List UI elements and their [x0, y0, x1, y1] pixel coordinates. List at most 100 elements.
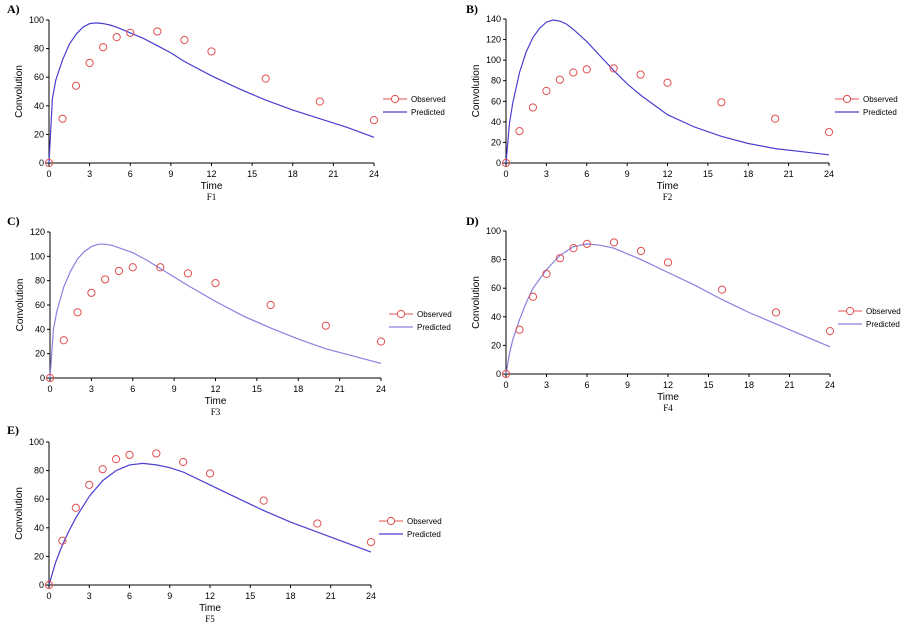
panel-caption: F2 [663, 192, 673, 202]
x-tick-label: 9 [625, 169, 630, 179]
observed-point [528, 103, 538, 112]
panel-letter: B) [466, 2, 478, 16]
x-tick-label: 12 [210, 384, 220, 394]
y-tick-label: 20 [491, 137, 501, 147]
observed-point [515, 127, 524, 136]
legend-observed-label: Observed [417, 310, 452, 319]
observed-point [112, 33, 121, 42]
x-tick-label: 15 [245, 591, 255, 601]
observed-point [528, 292, 538, 301]
observed-point [125, 450, 134, 459]
x-tick-label: 12 [206, 169, 216, 179]
legend: Observed Predicted [383, 94, 446, 117]
observed-point [315, 97, 324, 106]
y-tick-label: 20 [34, 551, 44, 561]
y-tick-label: 20 [35, 349, 45, 359]
x-tick-label: 21 [328, 169, 338, 179]
observed-point [45, 373, 55, 383]
panel-letter: D) [466, 214, 479, 228]
observed-point [259, 496, 268, 505]
observed-point [501, 369, 511, 379]
x-axis-label: Time [199, 603, 221, 614]
x-tick-label: 21 [784, 380, 794, 390]
observed-point [114, 266, 124, 276]
x-tick-label: 9 [625, 380, 630, 390]
chart-panel-4: D) 0 20 40 60 80 100 0 3 6 9 12 15 18 21 24 Time Convolut… [466, 214, 901, 413]
legend-observed-marker [842, 94, 852, 104]
y-tick-label: 60 [491, 96, 501, 106]
legend: Observed Predicted [389, 309, 452, 332]
legend: Observed Predicted [835, 94, 898, 117]
panel-letter: C) [7, 214, 20, 228]
y-axis-label: Convolution [471, 65, 482, 118]
observed-point [555, 75, 564, 84]
y-tick-label: 100 [486, 226, 501, 236]
observed-point [609, 238, 619, 247]
panel-caption: F1 [207, 192, 217, 202]
x-tick-label: 18 [285, 591, 295, 601]
x-tick-label: 18 [743, 169, 753, 179]
y-tick-label: 100 [30, 251, 45, 261]
observed-point [71, 81, 81, 90]
x-tick-label: 9 [167, 591, 172, 601]
y-axis-label: Convolution [14, 65, 25, 118]
observed-point [73, 308, 82, 317]
x-tick-label: 0 [46, 169, 51, 179]
x-axis-label: Time [657, 181, 679, 192]
observed-point [205, 469, 215, 478]
y-tick-label: 40 [34, 523, 44, 533]
observed-point [555, 254, 565, 263]
x-tick-label: 15 [703, 380, 713, 390]
x-tick-label: 15 [247, 169, 257, 179]
x-tick-label: 3 [87, 169, 92, 179]
observed-point [771, 308, 781, 317]
x-axis-label: Time [201, 181, 223, 192]
observed-point [825, 327, 835, 336]
x-tick-label: 6 [127, 591, 132, 601]
panel-caption: F4 [663, 403, 673, 413]
x-tick-label: 21 [784, 169, 794, 179]
predicted-series-line [49, 243, 382, 379]
y-tick-label: 40 [34, 101, 44, 111]
observed-point [59, 336, 68, 345]
y-tick-label: 60 [491, 283, 501, 293]
observed-point [663, 258, 673, 267]
legend-predicted-label: Predicted [417, 323, 451, 332]
predicted-series-line [48, 462, 372, 586]
x-tick-label: 3 [87, 591, 92, 601]
observed-point [58, 114, 67, 123]
y-tick-label: 0 [496, 158, 501, 168]
y-tick-label: 80 [491, 255, 501, 265]
x-tick-label: 3 [544, 380, 549, 390]
observed-point [321, 321, 330, 330]
y-tick-label: 100 [486, 55, 501, 65]
observed-point [369, 116, 379, 125]
y-axis-label: Convolution [14, 487, 25, 540]
observed-point [266, 300, 275, 310]
legend-observed-label: Observed [407, 517, 442, 526]
x-tick-label: 9 [172, 384, 177, 394]
observed-point [99, 43, 108, 52]
observed-point [85, 480, 94, 489]
legend-predicted-label: Predicted [407, 530, 441, 539]
y-tick-label: 80 [491, 76, 501, 86]
y-tick-label: 20 [491, 340, 501, 350]
observed-point [824, 128, 834, 137]
observed-point [44, 158, 54, 168]
observed-point [515, 325, 524, 334]
observed-point [609, 64, 618, 73]
observed-point [542, 86, 551, 96]
observed-point [366, 538, 376, 547]
observed-point [180, 35, 189, 45]
x-tick-label: 0 [503, 380, 508, 390]
panel-letter: A) [7, 2, 20, 16]
observed-point [582, 239, 592, 248]
y-tick-label: 80 [34, 44, 44, 54]
legend-observed-marker [396, 309, 406, 319]
observed-point [207, 47, 216, 56]
observed-point [636, 246, 646, 256]
y-tick-label: 0 [39, 580, 44, 590]
panel-caption: F5 [205, 614, 215, 624]
y-tick-label: 140 [486, 14, 501, 24]
predicted-series-line [505, 243, 831, 375]
